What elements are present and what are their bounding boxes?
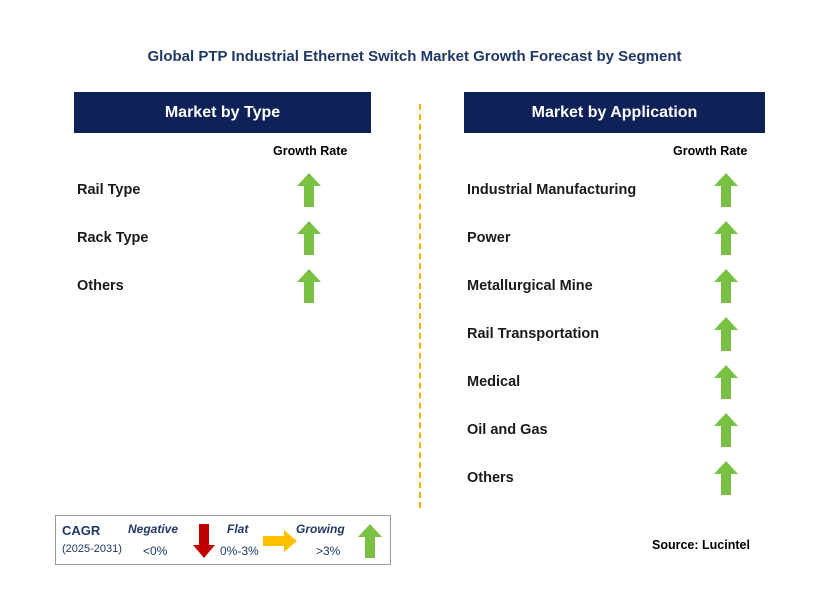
application-row-label: Others bbox=[467, 470, 514, 486]
cagr-period: (2025-2031) bbox=[62, 543, 122, 555]
market-by-application-header: Market by Application bbox=[464, 92, 765, 133]
up-arrow-icon bbox=[714, 173, 738, 207]
legend-negative-label: Negative bbox=[128, 522, 179, 536]
growth-rate-label-type: Growth Rate bbox=[273, 144, 348, 158]
up-arrow-icon bbox=[297, 173, 321, 207]
source-label: Source: Lucintel bbox=[652, 538, 750, 552]
page-title: Global PTP Industrial Ethernet Switch Ma… bbox=[147, 48, 682, 65]
down-arrow-icon bbox=[193, 524, 215, 558]
growth-rate-label-application: Growth Rate bbox=[673, 144, 748, 158]
type-row-label: Rack Type bbox=[77, 230, 149, 246]
application-row-label: Medical bbox=[467, 374, 521, 390]
right-arrow-icon bbox=[263, 530, 297, 552]
up-arrow-icon bbox=[714, 221, 738, 255]
market-by-type-header: Market by Type bbox=[74, 92, 371, 133]
up-arrow-icon bbox=[358, 524, 382, 558]
application-row-label: Industrial Manufacturing bbox=[467, 182, 637, 198]
application-row-label: Metallurgical Mine bbox=[467, 278, 593, 294]
panel-divider bbox=[419, 104, 421, 508]
legend-growing-label: Growing bbox=[296, 522, 345, 536]
up-arrow-icon bbox=[714, 413, 738, 447]
up-arrow-icon bbox=[714, 269, 738, 303]
legend-negative-range: <0% bbox=[143, 544, 168, 558]
application-row-label: Rail Transportation bbox=[467, 326, 600, 342]
cagr-label: CAGR bbox=[62, 523, 101, 538]
legend-growing-range: >3% bbox=[316, 544, 341, 558]
legend-flat-range: 0%-3% bbox=[220, 544, 259, 558]
application-row-label: Power bbox=[467, 230, 511, 246]
application-row-label: Oil and Gas bbox=[467, 422, 548, 438]
cagr-legend: CAGR (2025-2031) Negative <0% Flat 0%-3%… bbox=[55, 515, 391, 565]
up-arrow-icon bbox=[714, 461, 738, 495]
type-row-label: Others bbox=[77, 278, 124, 294]
legend-flat-label: Flat bbox=[227, 522, 249, 536]
up-arrow-icon bbox=[297, 221, 321, 255]
up-arrow-icon bbox=[297, 269, 321, 303]
up-arrow-icon bbox=[714, 365, 738, 399]
up-arrow-icon bbox=[714, 317, 738, 351]
type-row-label: Rail Type bbox=[77, 182, 141, 198]
